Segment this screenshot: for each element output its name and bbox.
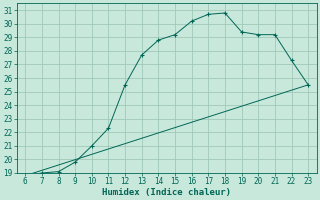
X-axis label: Humidex (Indice chaleur): Humidex (Indice chaleur)	[102, 188, 231, 197]
